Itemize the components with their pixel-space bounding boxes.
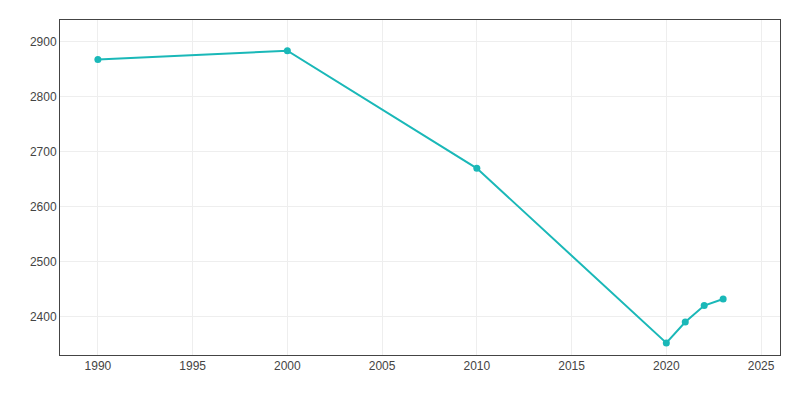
svg-text:2900: 2900 bbox=[30, 35, 57, 49]
svg-text:2500: 2500 bbox=[30, 255, 57, 269]
svg-text:2005: 2005 bbox=[369, 359, 396, 373]
svg-text:2010: 2010 bbox=[463, 359, 490, 373]
svg-text:1990: 1990 bbox=[85, 359, 112, 373]
svg-text:2800: 2800 bbox=[30, 90, 57, 104]
svg-text:1995: 1995 bbox=[179, 359, 206, 373]
svg-text:2000: 2000 bbox=[274, 359, 301, 373]
svg-text:2015: 2015 bbox=[558, 359, 585, 373]
svg-text:2600: 2600 bbox=[30, 200, 57, 214]
svg-text:2020: 2020 bbox=[653, 359, 680, 373]
svg-text:2025: 2025 bbox=[748, 359, 775, 373]
svg-text:2700: 2700 bbox=[30, 145, 57, 159]
svg-text:2400: 2400 bbox=[30, 310, 57, 324]
